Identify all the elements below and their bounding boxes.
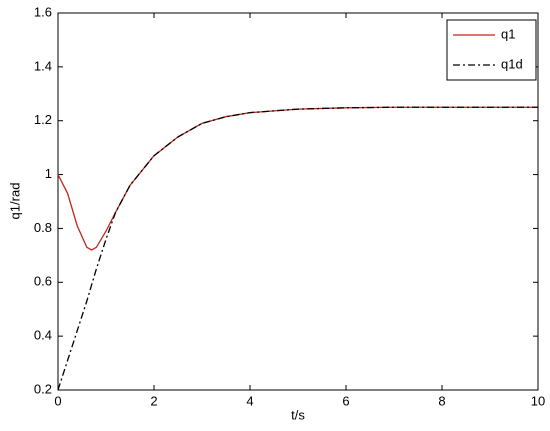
y-tick-label: 0.4 [34, 328, 52, 343]
x-tick-label: 8 [438, 393, 445, 408]
series-line [57, 106, 538, 391]
legend-label: q1 [501, 26, 515, 41]
y-tick-label: 0.6 [34, 274, 52, 289]
y-axis-label: q1/rad [7, 183, 22, 220]
y-tick-label: 1.2 [34, 112, 52, 127]
y-tick-label: 1.4 [34, 58, 52, 73]
x-axis-label: t/s [291, 407, 305, 422]
x-tick-label: 2 [150, 393, 157, 408]
x-tick-label: 6 [342, 393, 349, 408]
y-tick-label: 1 [45, 166, 52, 181]
legend-box [446, 19, 537, 81]
y-tick-label: 0.2 [34, 381, 52, 396]
x-tick-label: 0 [54, 393, 61, 408]
x-tick-label: 10 [531, 393, 545, 408]
y-tick-label: 1.6 [34, 4, 52, 19]
x-tick-label: 4 [246, 393, 253, 408]
y-tick-label: 0.8 [34, 220, 52, 235]
legend-label: q1d [501, 56, 523, 71]
